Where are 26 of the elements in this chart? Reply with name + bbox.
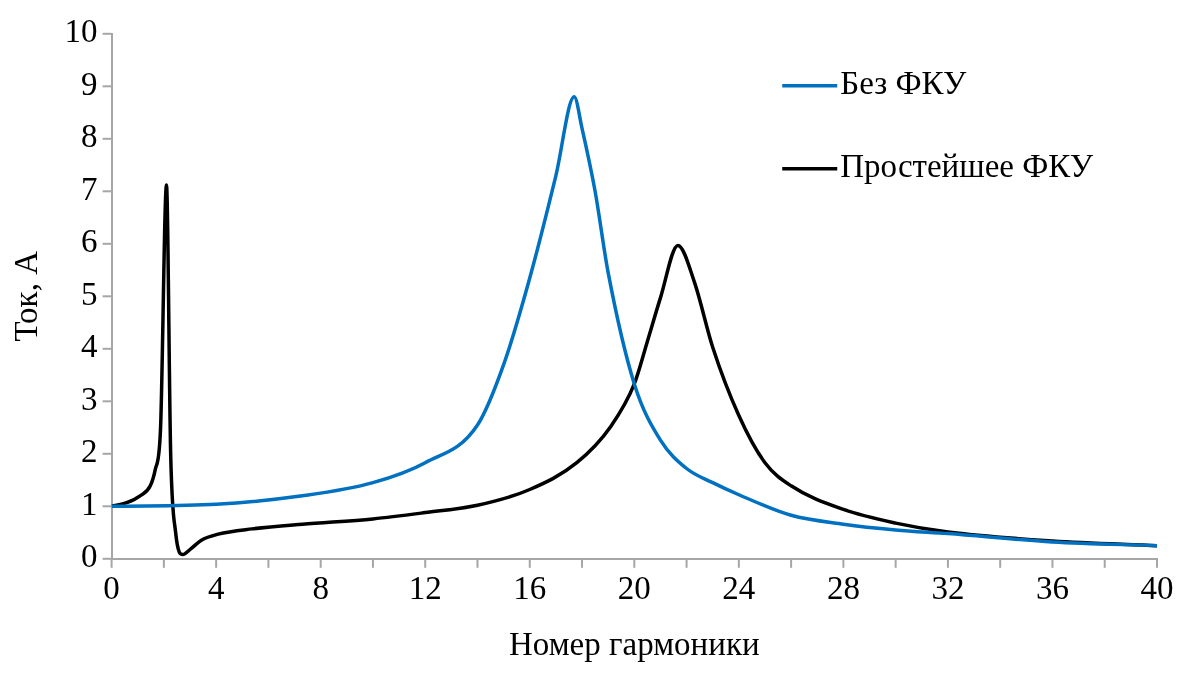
x-tick-label: 36 [1035, 570, 1069, 607]
y-tick-label: 8 [81, 118, 98, 155]
x-tick-label: 32 [931, 570, 965, 607]
x-tick-label: 40 [1140, 570, 1174, 607]
x-tick-label: 20 [617, 570, 651, 607]
y-tick-label: 1 [81, 485, 98, 522]
legend-label: Без ФКУ [840, 65, 967, 102]
legend-label: Простейшее ФКУ [840, 148, 1094, 185]
x-tick-label: 28 [826, 570, 860, 607]
y-tick-label: 6 [81, 223, 98, 260]
y-tick-label: 0 [81, 538, 98, 575]
x-tick-label: 12 [408, 570, 442, 607]
y-tick-label: 5 [81, 275, 98, 312]
y-tick-label: 7 [81, 170, 98, 207]
y-tick-label: 4 [81, 328, 98, 365]
x-tick-label: 8 [312, 570, 329, 607]
y-tick-label: 2 [81, 433, 98, 470]
y-tick-label: 3 [81, 380, 98, 417]
x-tick-label: 16 [513, 570, 547, 607]
x-tick-label: 4 [207, 570, 225, 607]
y-tick-label: 10 [64, 13, 98, 50]
y-axis-title: Ток, А [8, 250, 45, 342]
line-series [111, 95, 1157, 548]
y-tick-label: 9 [81, 65, 98, 102]
x-tick-label: 24 [722, 570, 756, 607]
x-axis-title: Номер гармоники [509, 625, 760, 662]
